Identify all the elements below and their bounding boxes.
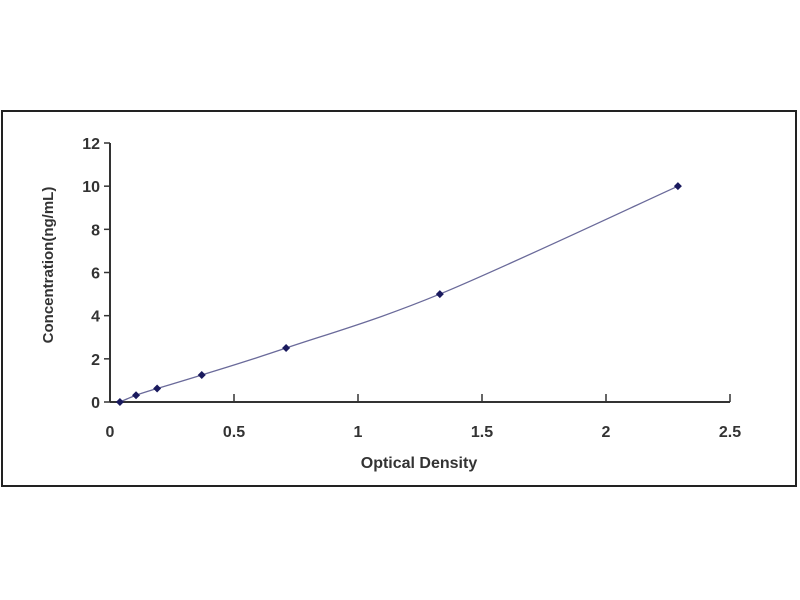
data-point	[115, 398, 124, 406]
data-point	[153, 384, 162, 393]
x-tick-label: 2	[602, 424, 611, 441]
x-axis-label: Optical Density	[361, 455, 478, 472]
y-tick-label: 10	[82, 179, 100, 196]
x-tick-label: 2.5	[719, 424, 741, 441]
data-point	[282, 344, 291, 353]
data-point	[435, 290, 444, 299]
fit-curve	[119, 185, 679, 403]
data-point	[132, 391, 141, 400]
x-tick-label: 0	[106, 424, 115, 441]
y-tick-label: 12	[82, 136, 100, 153]
y-tick-label: 4	[91, 309, 100, 326]
y-tick-label: 8	[91, 222, 100, 239]
y-axis-label: Concentration(ng/mL)	[40, 187, 57, 344]
x-tick-label: 0.5	[223, 424, 245, 441]
chart-frame	[1, 110, 797, 487]
y-tick-label: 0	[91, 395, 100, 412]
x-tick-label: 1	[354, 424, 363, 441]
y-tick-label: 2	[91, 352, 100, 369]
y-tick-label: 6	[91, 266, 100, 283]
x-tick-label: 1.5	[471, 424, 493, 441]
data-point	[197, 371, 206, 380]
data-point	[673, 182, 682, 191]
